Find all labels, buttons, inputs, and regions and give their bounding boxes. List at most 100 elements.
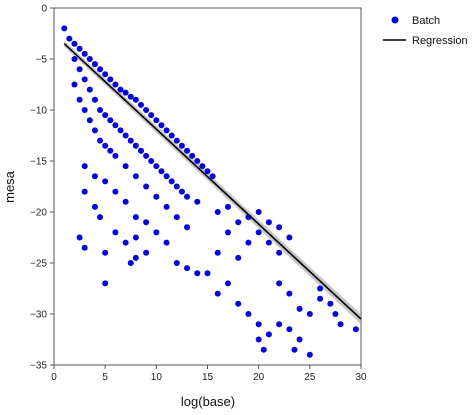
data-point xyxy=(71,56,78,62)
data-point xyxy=(81,76,88,83)
data-point xyxy=(265,219,272,226)
data-point xyxy=(163,127,170,134)
data-point xyxy=(163,203,170,210)
data-point xyxy=(286,326,293,333)
data-point xyxy=(168,178,175,185)
data-point xyxy=(276,321,283,328)
data-point xyxy=(153,163,160,170)
data-point xyxy=(317,285,324,292)
data-point xyxy=(137,101,144,108)
x-tick-label: 20 xyxy=(253,372,265,383)
y-axis: 0 −5 −10 −15 −20 −25 −30 −35 xyxy=(30,4,54,372)
data-point xyxy=(112,229,119,236)
data-point xyxy=(122,163,129,170)
plot-frame xyxy=(53,7,362,366)
data-point xyxy=(117,127,124,134)
data-point xyxy=(245,239,252,246)
data-point xyxy=(61,25,68,32)
legend-batch-label: Batch xyxy=(412,15,440,27)
data-point xyxy=(132,234,139,241)
data-point xyxy=(184,147,191,154)
data-point xyxy=(86,86,93,93)
data-point xyxy=(276,224,283,231)
data-point xyxy=(143,107,150,113)
data-point xyxy=(76,45,83,52)
y-tick-label: −10 xyxy=(30,106,47,117)
data-point xyxy=(102,280,109,287)
data-point xyxy=(107,76,114,83)
data-point xyxy=(260,346,267,353)
data-point xyxy=(143,249,150,256)
legend-batch-marker xyxy=(391,16,399,24)
data-point xyxy=(245,311,252,317)
data-point xyxy=(173,137,180,144)
data-point xyxy=(91,61,98,68)
regression-layer xyxy=(63,43,362,320)
data-point xyxy=(71,81,78,88)
data-point xyxy=(102,249,109,256)
data-point xyxy=(127,137,134,144)
regression-line xyxy=(63,43,362,320)
y-tick-label: −35 xyxy=(30,361,47,372)
data-point xyxy=(184,265,191,272)
legend-regression-label: Regression xyxy=(412,35,468,47)
data-point xyxy=(235,219,242,226)
data-point xyxy=(102,142,109,149)
data-point xyxy=(209,173,216,180)
data-point xyxy=(91,173,98,180)
data-point xyxy=(122,89,129,96)
data-point xyxy=(102,178,109,185)
data-point xyxy=(91,96,98,103)
data-point xyxy=(91,127,98,134)
data-point xyxy=(76,234,83,241)
data-point xyxy=(286,234,293,241)
data-point xyxy=(81,244,88,251)
data-point xyxy=(235,254,242,261)
data-point xyxy=(132,173,139,180)
data-point xyxy=(291,346,298,353)
data-point xyxy=(102,112,109,119)
x-tick-label: 15 xyxy=(202,372,214,383)
data-point xyxy=(276,280,283,287)
data-point xyxy=(317,295,324,302)
data-point xyxy=(286,290,293,297)
data-point xyxy=(332,311,339,317)
data-point xyxy=(163,173,170,180)
data-point xyxy=(178,142,185,149)
data-point xyxy=(199,163,206,170)
data-point xyxy=(158,122,165,129)
data-point xyxy=(337,321,344,328)
data-point xyxy=(132,96,139,103)
y-tick-label: 0 xyxy=(41,4,47,15)
data-point xyxy=(148,158,155,164)
data-point xyxy=(204,168,211,175)
data-point xyxy=(107,117,114,124)
y-tick-label: −25 xyxy=(30,259,47,270)
data-point xyxy=(122,198,129,205)
data-point xyxy=(214,290,221,297)
data-point xyxy=(168,132,175,139)
data-point xyxy=(173,183,180,190)
data-point xyxy=(122,132,129,139)
data-point xyxy=(132,142,139,149)
data-point xyxy=(255,209,262,215)
data-point xyxy=(81,188,88,195)
data-point xyxy=(194,198,201,205)
data-point xyxy=(296,336,303,343)
legend: Batch Regression xyxy=(383,15,468,47)
x-tick-label: 25 xyxy=(304,372,316,383)
data-point xyxy=(102,71,109,78)
data-point xyxy=(97,107,104,113)
data-point xyxy=(306,351,313,358)
x-tick-label: 10 xyxy=(151,372,163,383)
data-point xyxy=(143,219,150,226)
data-point xyxy=(194,158,201,164)
data-point xyxy=(173,260,180,266)
data-point xyxy=(112,81,119,88)
x-axis-title: log(base) xyxy=(181,394,235,409)
data-point xyxy=(265,239,272,246)
data-point xyxy=(122,239,129,246)
data-point xyxy=(86,117,93,124)
data-point xyxy=(204,270,211,277)
